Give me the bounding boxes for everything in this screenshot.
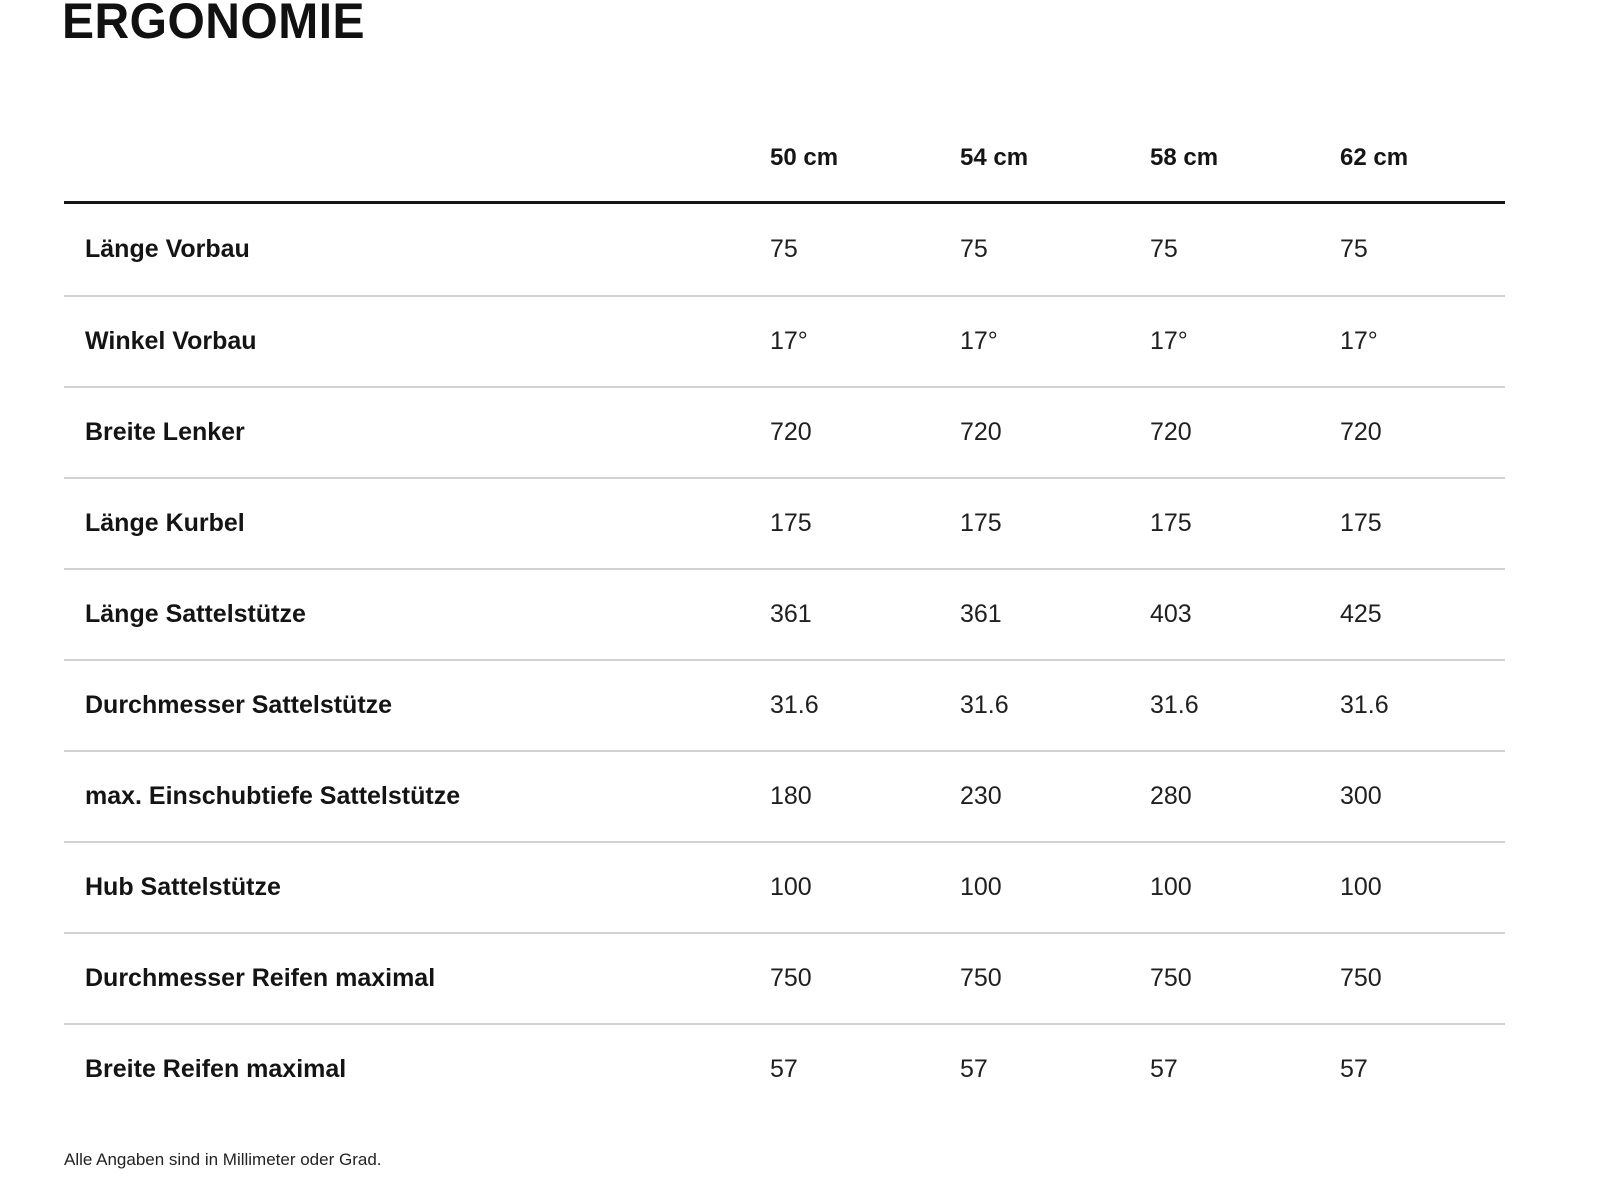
row-label: Breite Lenker (85, 418, 245, 446)
row-value: 57 (960, 1055, 988, 1083)
row-label: Länge Kurbel (85, 509, 245, 537)
row-value: 750 (960, 964, 1002, 992)
row-value: 720 (1150, 418, 1192, 446)
row-value: 31.6 (1340, 691, 1389, 719)
row-value: 17° (770, 327, 808, 355)
row-value: 31.6 (1150, 691, 1199, 719)
table-footnote: Alle Angaben sind in Millimeter oder Gra… (64, 1150, 382, 1169)
row-value: 361 (960, 600, 1002, 628)
row-value: 175 (1340, 509, 1382, 537)
row-value: 300 (1340, 782, 1382, 810)
row-value: 75 (770, 235, 798, 263)
row-value: 750 (1340, 964, 1382, 992)
table-body: Länge Vorbau 75 75 75 75 Winkel Vorbau 1… (64, 204, 1505, 1114)
row-value: 57 (1150, 1055, 1178, 1083)
row-value: 180 (770, 782, 812, 810)
table-row: Breite Lenker 720 720 720 720 (64, 386, 1505, 477)
row-value: 57 (770, 1055, 798, 1083)
row-value: 17° (960, 327, 998, 355)
row-value: 720 (960, 418, 1002, 446)
row-value: 31.6 (770, 691, 819, 719)
row-value: 17° (1340, 327, 1378, 355)
row-value: 31.6 (960, 691, 1009, 719)
table-row: Winkel Vorbau 17° 17° 17° 17° (64, 295, 1505, 386)
page-title: ERGONOMIE (62, 0, 366, 49)
table-row: Durchmesser Sattelstütze 31.6 31.6 31.6 … (64, 659, 1505, 750)
row-value: 230 (960, 782, 1002, 810)
row-value: 100 (1340, 873, 1382, 901)
row-value: 403 (1150, 600, 1192, 628)
column-header-50cm: 50 cm (770, 143, 839, 171)
row-label: max. Einschubtiefe Sattelstütze (85, 782, 461, 810)
row-label: Durchmesser Sattelstütze (85, 691, 393, 719)
row-value: 720 (770, 418, 812, 446)
table-row: Durchmesser Reifen maximal 750 750 750 7… (64, 932, 1505, 1023)
row-value: 750 (770, 964, 812, 992)
row-value: 75 (1150, 235, 1178, 263)
row-label: Winkel Vorbau (85, 327, 257, 355)
ergonomics-spec-table: 50 cm 54 cm 58 cm 62 cm Länge Vorbau 75 … (64, 114, 1505, 1114)
row-value: 175 (770, 509, 812, 537)
row-label: Länge Sattelstütze (85, 600, 306, 628)
table-row: Länge Sattelstütze 361 361 403 425 (64, 568, 1505, 659)
row-label: Durchmesser Reifen maximal (85, 964, 436, 992)
row-value: 720 (1340, 418, 1382, 446)
table-row: Länge Kurbel 175 175 175 175 (64, 477, 1505, 568)
row-value: 175 (1150, 509, 1192, 537)
table-row: Länge Vorbau 75 75 75 75 (64, 204, 1505, 295)
table-row: max. Einschubtiefe Sattelstütze 180 230 … (64, 750, 1505, 841)
row-value: 175 (960, 509, 1002, 537)
row-label: Breite Reifen maximal (85, 1055, 347, 1083)
table-row: Hub Sattelstütze 100 100 100 100 (64, 841, 1505, 932)
row-value: 100 (770, 873, 812, 901)
table-header-row: 50 cm 54 cm 58 cm 62 cm (64, 114, 1505, 204)
table-row: Breite Reifen maximal 57 57 57 57 (64, 1023, 1505, 1114)
row-label: Hub Sattelstütze (85, 873, 281, 901)
row-value: 750 (1150, 964, 1192, 992)
row-value: 57 (1340, 1055, 1368, 1083)
column-header-62cm: 62 cm (1340, 143, 1409, 171)
column-header-58cm: 58 cm (1150, 143, 1219, 171)
row-value: 361 (770, 600, 812, 628)
row-value: 75 (1340, 235, 1368, 263)
row-value: 100 (1150, 873, 1192, 901)
row-label: Länge Vorbau (85, 235, 250, 263)
row-value: 17° (1150, 327, 1188, 355)
row-value: 425 (1340, 600, 1382, 628)
row-value: 100 (960, 873, 1002, 901)
row-value: 75 (960, 235, 988, 263)
row-value: 280 (1150, 782, 1192, 810)
column-header-54cm: 54 cm (960, 143, 1029, 171)
